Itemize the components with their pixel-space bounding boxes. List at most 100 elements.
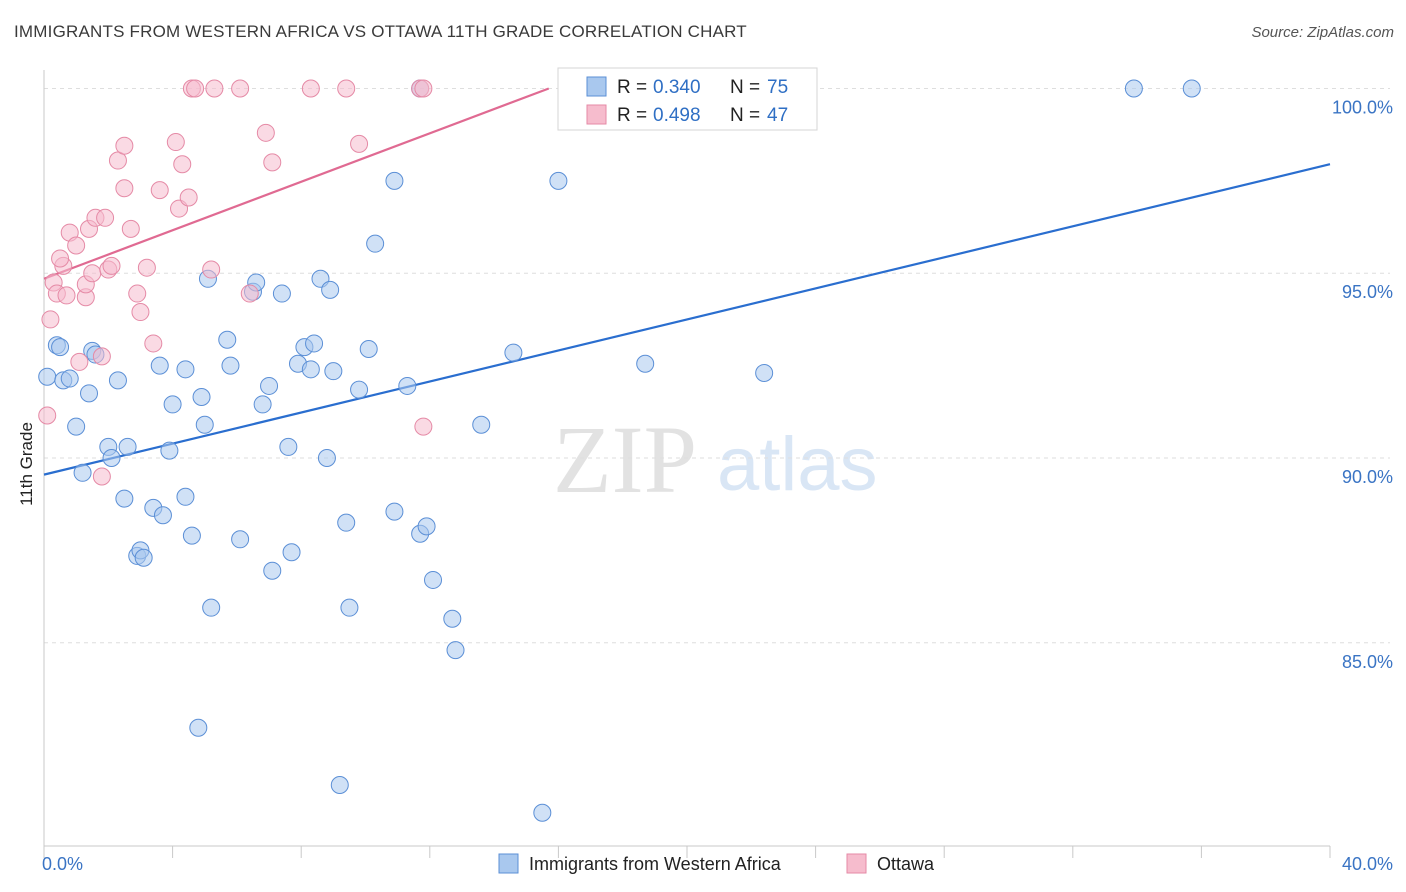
grid-lines <box>44 87 1390 644</box>
blue-data-point <box>1124 79 1143 98</box>
blue-trend-line <box>43 163 1331 476</box>
y-axis-label: 11th Grade <box>17 422 36 506</box>
pink-data-point <box>92 467 111 486</box>
blue-data-point <box>163 395 182 414</box>
blue-data-point <box>340 598 359 617</box>
blue-data-point <box>282 543 301 562</box>
blue-data-point <box>150 356 169 375</box>
x-tick-labels: 0.0% 40.0% <box>42 854 1393 874</box>
legend-swatch <box>586 76 607 97</box>
pink-data-point <box>67 236 86 255</box>
pink-data-point <box>38 406 57 425</box>
blue-data-point <box>350 380 369 399</box>
y-tick-label: 100.0% <box>1332 97 1393 117</box>
blue-data-point <box>231 530 250 549</box>
blue-data-point <box>202 598 221 617</box>
blue-data-point <box>446 641 465 660</box>
blue-data-point <box>321 280 340 299</box>
pink-data-point <box>350 134 369 153</box>
blue-data-point <box>153 506 172 525</box>
blue-data-point <box>260 376 279 395</box>
y-tick-label: 85.0% <box>1342 652 1393 672</box>
blue-data-point <box>359 339 378 358</box>
pink-data-point <box>128 284 147 303</box>
pink-data-point <box>121 219 140 238</box>
legend-n-value: 47 <box>767 105 788 126</box>
pink-data-point <box>131 303 150 322</box>
blue-data-point <box>118 437 137 456</box>
blue-data-point <box>263 561 282 580</box>
pink-data-point <box>240 284 259 303</box>
bottom-legend-swatch <box>846 853 867 874</box>
watermark-atlas: atlas <box>717 422 878 507</box>
pink-data-point <box>83 264 102 283</box>
blue-data-point <box>38 367 57 386</box>
axes <box>43 70 1331 858</box>
watermark-zip: ZIP <box>553 406 697 513</box>
pink-data-point <box>115 179 134 198</box>
pink-data-point <box>96 208 115 227</box>
stats-legend: R = 0.340 N = 75 R = 0.498 N = 47 <box>557 67 818 131</box>
blue-data-point <box>366 234 385 253</box>
bottom-legend-swatch <box>498 853 519 874</box>
y-tick-labels: 100.0% 95.0% 90.0% 85.0% <box>1332 97 1393 671</box>
blue-data-point <box>134 548 153 567</box>
blue-data-point <box>221 356 240 375</box>
pink-data-point <box>202 260 221 279</box>
pink-data-point <box>179 188 198 207</box>
blue-data-point <box>1182 79 1201 98</box>
pink-data-point <box>173 155 192 174</box>
legend-r-value: 0.340 <box>653 77 701 98</box>
blue-data-point <box>549 171 568 190</box>
watermark: ZIP atlas <box>553 406 878 513</box>
x-tick-label: 0.0% <box>42 854 83 874</box>
chart-source: Source: ZipAtlas.com <box>1251 24 1394 41</box>
pink-data-point <box>256 123 275 142</box>
legend-n-value: 75 <box>767 77 788 98</box>
pink-data-point <box>51 249 70 268</box>
blue-data-point <box>417 517 436 536</box>
pink-data-point <box>337 79 356 98</box>
legend-n-label: N = <box>730 105 760 126</box>
pink-data-point <box>150 181 169 200</box>
pink-data-point <box>144 334 163 353</box>
blue-data-point <box>317 449 336 467</box>
blue-data-point <box>176 487 195 506</box>
blue-data-point <box>272 284 291 303</box>
blue-data-point <box>253 395 272 414</box>
blue-data-point <box>189 718 208 737</box>
blue-data-point <box>279 437 298 456</box>
legend-r-label: R = <box>617 105 647 126</box>
bottom-legend[interactable]: Immigrants from Western Africa Ottawa <box>498 853 935 874</box>
pink-data-point <box>231 79 250 98</box>
pink-trend-line <box>43 87 550 280</box>
blue-data-point <box>176 360 195 379</box>
blue-data-point <box>424 570 443 589</box>
chart-title: IMMIGRANTS FROM WESTERN AFRICA VS OTTAWA… <box>14 22 747 41</box>
blue-data-point <box>102 449 121 467</box>
pink-data-point <box>102 256 121 275</box>
blue-data-point <box>51 338 70 357</box>
blue-data-point <box>398 376 417 395</box>
blue-data-point <box>218 330 237 349</box>
blue-data-point <box>192 388 211 407</box>
blue-data-point <box>324 362 343 381</box>
y-tick-label: 95.0% <box>1342 282 1393 302</box>
blue-data-point <box>108 371 127 390</box>
pink-data-point <box>57 286 76 305</box>
pink-data-point <box>263 153 282 172</box>
pink-data-point <box>70 352 89 371</box>
blue-data-point <box>504 343 523 362</box>
data-points <box>38 79 1201 822</box>
legend-r-label: R = <box>617 77 647 98</box>
pink-data-point <box>41 310 60 329</box>
blue-data-point <box>533 803 552 822</box>
blue-data-point <box>636 354 655 373</box>
blue-data-point <box>80 384 99 403</box>
legend-r-value: 0.498 <box>653 105 701 126</box>
blue-data-point <box>305 334 324 353</box>
blue-data-point <box>60 369 79 388</box>
blue-data-point <box>385 171 404 190</box>
pink-data-point <box>166 133 185 152</box>
